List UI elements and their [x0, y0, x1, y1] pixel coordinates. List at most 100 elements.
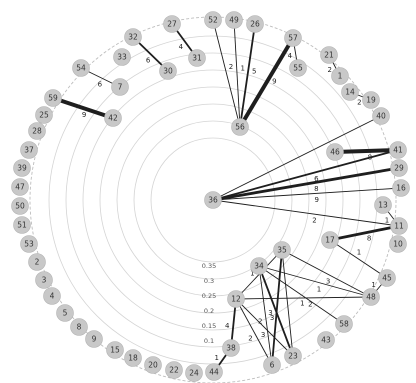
node-label: 12: [231, 295, 241, 304]
node-23[interactable]: 23: [284, 347, 302, 365]
node-49[interactable]: 49: [225, 11, 243, 29]
node-37[interactable]: 37: [20, 141, 38, 159]
node-51[interactable]: 51: [13, 216, 31, 234]
node-34[interactable]: 34: [250, 257, 268, 275]
node-18[interactable]: 18: [124, 349, 142, 367]
node-12[interactable]: 12: [227, 290, 245, 308]
node-29[interactable]: 29: [390, 159, 408, 177]
node-14[interactable]: 14: [341, 83, 359, 101]
node-42[interactable]: 42: [104, 109, 122, 127]
node-circle: [35, 271, 53, 289]
node-53[interactable]: 53: [20, 235, 38, 253]
node-59[interactable]: 59: [44, 89, 62, 107]
node-36[interactable]: 36: [204, 191, 222, 209]
node-11[interactable]: 11: [390, 217, 408, 235]
node-46[interactable]: 46: [326, 143, 344, 161]
ring-value-label: 0.25: [202, 292, 216, 300]
node-54[interactable]: 54: [72, 59, 90, 77]
node-55[interactable]: 55: [289, 59, 307, 77]
edge-weight-label: 1: [371, 281, 375, 289]
node-label: 32: [128, 33, 138, 42]
node-6[interactable]: 6: [263, 356, 281, 374]
node-52[interactable]: 52: [204, 11, 222, 29]
node-circle: [362, 91, 380, 109]
node-28[interactable]: 28: [28, 122, 46, 140]
node-17[interactable]: 17: [321, 231, 339, 249]
node-3[interactable]: 3: [35, 271, 53, 289]
node-label: 10: [393, 240, 403, 249]
edge-weight-label: 2: [308, 300, 312, 308]
node-15[interactable]: 15: [106, 341, 124, 359]
node-1[interactable]: 1: [331, 67, 349, 85]
node-27[interactable]: 27: [163, 15, 181, 33]
node-5[interactable]: 5: [56, 304, 74, 322]
edge-17-11: [329, 224, 400, 242]
node-39[interactable]: 39: [13, 159, 31, 177]
radial-ring: [133, 120, 293, 280]
node-label: 3: [42, 276, 47, 285]
node-57[interactable]: 57: [284, 29, 302, 47]
edge-34-23: [258, 265, 294, 357]
node-circle: [13, 159, 31, 177]
node-26[interactable]: 26: [246, 15, 264, 33]
node-41[interactable]: 41: [389, 141, 407, 159]
node-label: 51: [17, 221, 27, 230]
node-circle: [163, 15, 181, 33]
node-24[interactable]: 24: [185, 364, 203, 382]
edge-weight-label: 2: [312, 217, 316, 225]
node-circle: [378, 269, 396, 287]
node-21[interactable]: 21: [320, 46, 338, 64]
node-48[interactable]: 48: [362, 288, 380, 306]
node-label: 6: [270, 361, 275, 370]
node-32[interactable]: 32: [124, 28, 142, 46]
node-10[interactable]: 10: [389, 235, 407, 253]
node-30[interactable]: 30: [159, 62, 177, 80]
node-circle: [326, 143, 344, 161]
node-7[interactable]: 7: [111, 78, 129, 96]
node-22[interactable]: 22: [165, 361, 183, 379]
node-16[interactable]: 16: [392, 179, 410, 197]
node-50[interactable]: 50: [11, 197, 29, 215]
node-47[interactable]: 47: [11, 178, 29, 196]
node-label: 43: [321, 336, 331, 345]
node-43[interactable]: 43: [317, 331, 335, 349]
node-20[interactable]: 20: [144, 356, 162, 374]
node-13[interactable]: 13: [374, 196, 392, 214]
node-44[interactable]: 44: [205, 363, 223, 381]
node-9[interactable]: 9: [85, 330, 103, 348]
node-40[interactable]: 40: [372, 107, 390, 125]
edge-36-29: [212, 166, 400, 202]
node-circle: [246, 15, 264, 33]
node-35[interactable]: 35: [273, 241, 291, 259]
node-45[interactable]: 45: [378, 269, 396, 287]
node-circle: [20, 235, 38, 253]
edge-56-49: [233, 19, 241, 128]
node-38[interactable]: 38: [222, 339, 240, 357]
node-label: 29: [394, 164, 404, 173]
edge-weight-label: 1: [317, 285, 321, 293]
node-label: 11: [394, 222, 404, 231]
edge-weight-label: 9: [82, 111, 86, 119]
edge-weight-label: 6: [314, 175, 319, 183]
node-2[interactable]: 2: [28, 253, 46, 271]
node-19[interactable]: 19: [362, 91, 380, 109]
node-8[interactable]: 8: [70, 318, 88, 336]
edge-weight-label: 2: [248, 335, 252, 343]
node-4[interactable]: 4: [43, 287, 61, 305]
edge-56-26: [239, 23, 256, 128]
edge-35-23: [281, 249, 294, 357]
node-circle: [225, 11, 243, 29]
node-25[interactable]: 25: [35, 106, 53, 124]
node-33[interactable]: 33: [113, 48, 131, 66]
node-label: 53: [24, 240, 34, 249]
edge-weight-label: 8: [314, 185, 318, 193]
node-label: 7: [118, 83, 123, 92]
ring-value-label: 0.35: [202, 262, 216, 270]
node-31[interactable]: 31: [188, 49, 206, 67]
node-58[interactable]: 58: [335, 315, 353, 333]
node-label: 8: [77, 323, 82, 332]
node-56[interactable]: 56: [231, 118, 249, 136]
node-circle: [204, 191, 222, 209]
node-circle: [389, 235, 407, 253]
